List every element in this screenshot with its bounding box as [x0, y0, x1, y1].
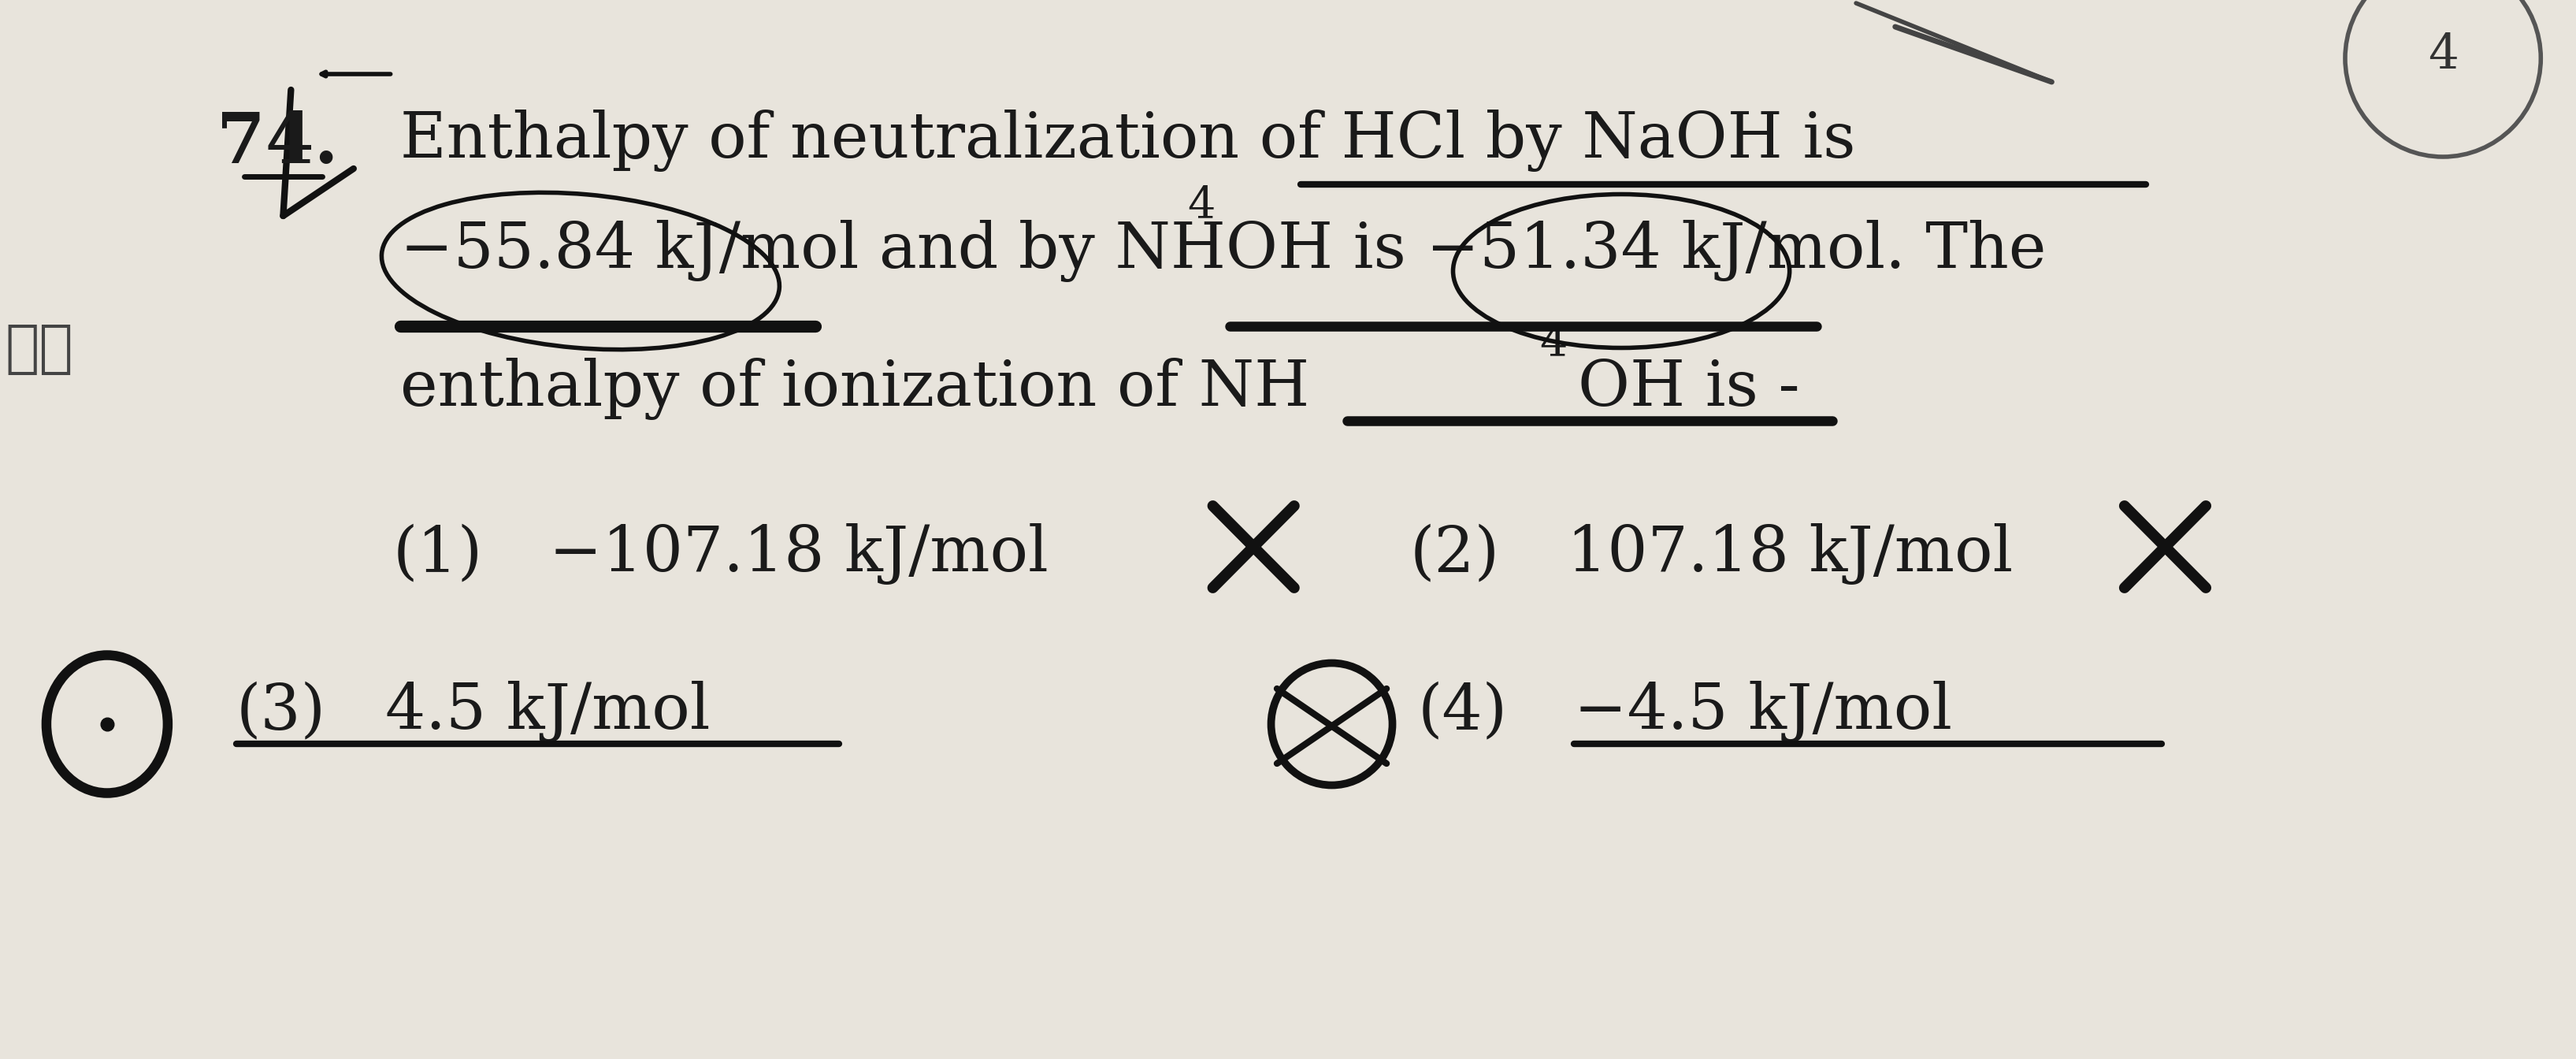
Text: (1): (1) [392, 523, 482, 585]
Text: (3): (3) [237, 681, 327, 742]
Text: OH is -: OH is - [1579, 358, 1801, 419]
Text: 4: 4 [2427, 31, 2458, 78]
Text: enthalpy of ionization of NH: enthalpy of ionization of NH [399, 358, 1311, 420]
Text: −107.18 kJ/mol: −107.18 kJ/mol [549, 523, 1048, 585]
Text: OH is −51.34 kJ/mol. The: OH is −51.34 kJ/mol. The [1226, 220, 2045, 282]
Text: (4): (4) [1417, 681, 1507, 742]
Text: 107.18 kJ/mol: 107.18 kJ/mol [1566, 523, 2012, 585]
Text: Enthalpy of neutralization of HCl by NaOH is: Enthalpy of neutralization of HCl by NaO… [399, 109, 1855, 172]
Text: 4.5 kJ/mol: 4.5 kJ/mol [384, 681, 711, 742]
Text: 74.: 74. [216, 109, 337, 178]
Text: (2): (2) [1409, 523, 1499, 585]
Text: दी: दी [5, 323, 72, 377]
Text: 4: 4 [1188, 184, 1216, 228]
Text: −55.84 kJ/mol and by NH: −55.84 kJ/mol and by NH [399, 220, 1226, 282]
Text: 4: 4 [1538, 322, 1566, 365]
Text: −4.5 kJ/mol: −4.5 kJ/mol [1574, 681, 1953, 742]
